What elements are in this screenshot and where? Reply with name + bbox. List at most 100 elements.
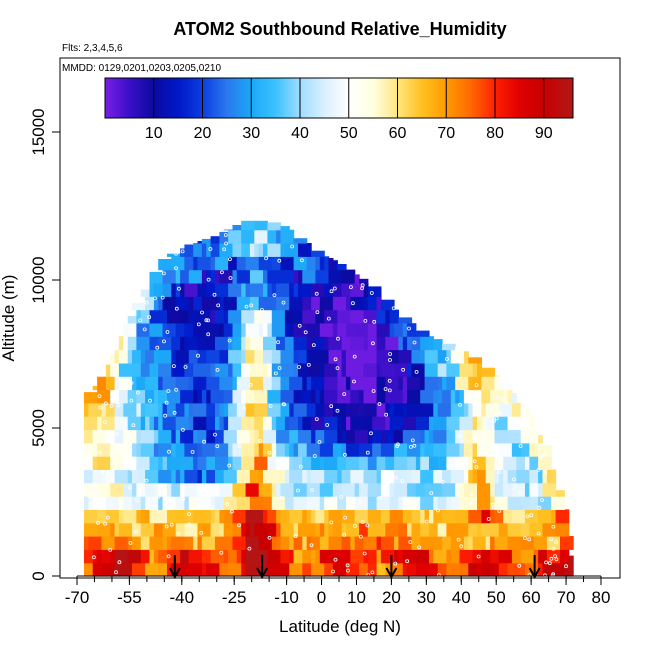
rh-cell [145,402,159,417]
sample-point [142,327,147,332]
rh-cell [88,536,103,550]
rh-cell [254,229,268,244]
rh-cell [324,283,334,297]
rh-cell [162,402,168,417]
sample-point [436,573,441,577]
sample-point [547,561,552,566]
rh-cell [245,549,260,564]
sample-point [147,315,152,320]
rh-cell [153,283,164,297]
rh-cell [258,536,273,550]
rh-cell [511,402,522,417]
sample-point [407,326,411,331]
rh-cell [551,509,557,524]
rh-cell [245,509,260,524]
rh-cell [210,236,220,244]
rh-cell [228,416,242,431]
rh-cell [188,296,194,311]
rh-cell [184,336,199,351]
rh-cell [140,402,146,417]
sample-point [544,560,548,565]
rh-cell [490,509,496,524]
rh-cell [263,322,268,337]
rh-cell [319,549,334,564]
rh-cell [132,442,137,457]
rh-cell [433,549,447,564]
rh-cell [180,269,190,284]
sample-point [440,479,445,484]
rh-cell [271,362,282,377]
sample-point [148,398,152,403]
sample-point [335,408,340,413]
rh-cell [228,562,242,577]
rh-cell [494,482,504,497]
colorbar-ramp [104,77,574,119]
rh-cell [84,469,94,484]
rh-cell [507,389,513,404]
sample-point [523,536,527,540]
rh-cell [407,442,421,457]
sample-point [202,439,207,444]
x-tick-label: 70 [557,588,576,607]
sample-point [365,450,370,455]
rh-cell [167,536,172,550]
rh-cell [105,402,116,417]
rh-cell [110,549,116,564]
rh-cell [442,389,452,404]
x-tick-label: 30 [417,588,436,607]
rh-cell [145,482,155,497]
rh-cell [293,336,308,351]
rh-cell [520,522,530,537]
sample-point [486,517,491,521]
sample-point [462,459,467,463]
rh-cell [241,349,247,364]
rh-cell [206,456,216,470]
rh-cell [219,376,234,391]
rh-cell [167,509,177,524]
rh-cell [280,402,290,417]
sample-point [517,563,522,568]
rh-cell [289,536,295,550]
rh-cell [315,336,325,351]
rh-cell [306,336,312,351]
rh-cell [450,496,461,510]
rh-cell [407,389,421,404]
rh-cell [114,376,120,391]
sample-point [133,529,138,534]
rh-cell [84,509,98,524]
x-tick-label: -10 [274,588,299,607]
rh-cell [149,416,155,431]
rh-cell [184,509,194,524]
rh-cell [289,469,303,484]
rh-cell [110,389,120,404]
rh-cell [332,522,343,537]
rh-cell [455,389,461,404]
rh-cell [306,469,312,484]
sample-point [551,546,556,551]
rh-cell [420,429,426,444]
sample-point [553,554,557,558]
rh-cell [175,322,185,337]
rh-cell [437,562,447,577]
rh-cell [167,253,181,257]
sample-point [312,454,317,458]
rh-cell [332,283,343,297]
sample-point [290,244,295,249]
rh-cell [437,362,447,377]
rh-cell [477,496,491,510]
sample-point [123,461,128,466]
rh-cell [219,536,234,550]
rh-cell [367,286,382,297]
sample-point [277,258,282,263]
rh-cell [311,549,317,564]
sample-point [358,534,363,539]
rh-cell [341,416,347,431]
sample-point [474,464,479,469]
rh-cell [201,442,216,457]
rh-cell [263,509,268,524]
rh-cell [507,562,522,577]
rh-cell [376,336,382,351]
rh-cell [520,403,526,417]
sample-point [492,419,497,423]
